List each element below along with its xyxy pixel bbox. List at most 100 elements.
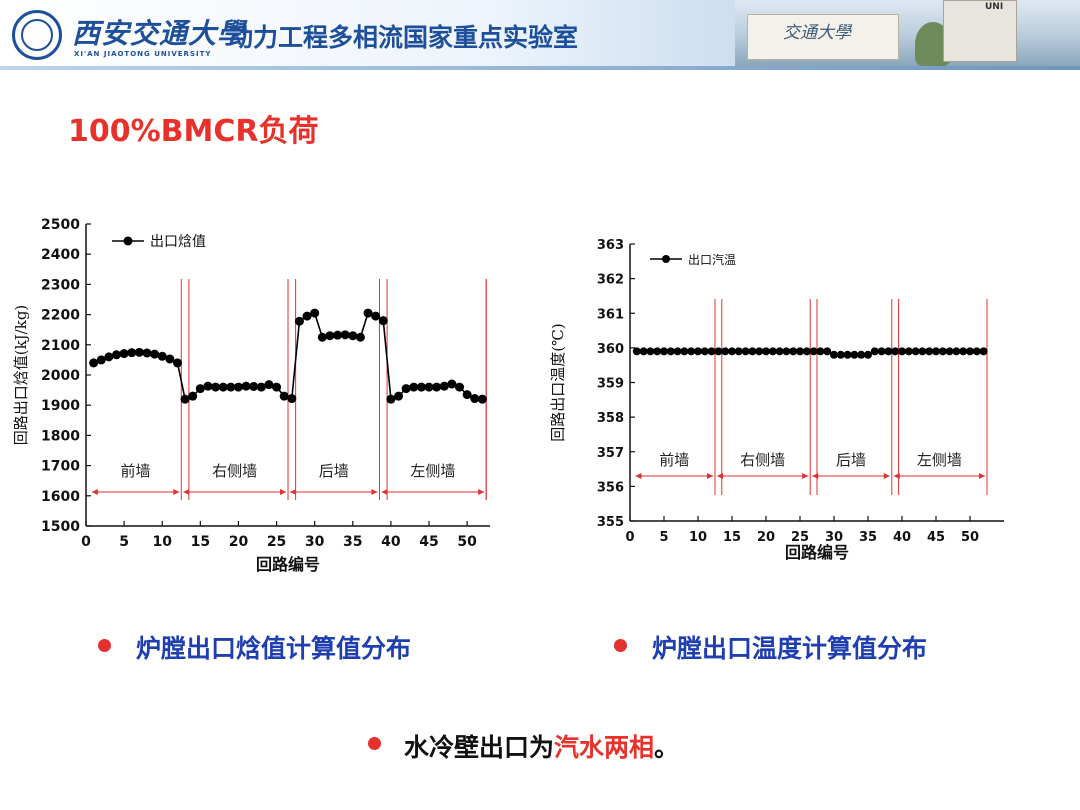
region-label: 前墙 — [659, 451, 689, 469]
data-point — [264, 380, 274, 390]
y-axis-label: 回路出口温度(℃) — [549, 323, 567, 442]
data-point — [653, 347, 662, 356]
y-tick-label: 363 — [597, 238, 624, 253]
data-point — [378, 316, 388, 326]
region-arrow-left-icon — [183, 489, 190, 495]
x-tick-label: 25 — [791, 530, 809, 545]
data-point — [680, 347, 689, 356]
region-arrow-right-icon — [280, 489, 286, 495]
data-point — [294, 316, 304, 326]
x-tick-label: 30 — [825, 530, 843, 545]
data-point — [870, 347, 879, 356]
data-point — [111, 350, 121, 360]
data-point — [782, 347, 791, 356]
data-point — [119, 349, 129, 359]
data-point — [96, 355, 106, 365]
university-logo-icon — [12, 10, 62, 60]
data-point — [455, 382, 465, 392]
caption-enthalpy: 炉膛出口焓值计算值分布 — [136, 634, 412, 663]
x-tick-label: 5 — [119, 534, 129, 550]
x-tick-label: 40 — [893, 530, 911, 545]
legend-marker — [662, 255, 670, 263]
university-name: 西安交通大學 — [72, 17, 247, 50]
y-tick-label: 357 — [597, 446, 624, 461]
data-point — [714, 347, 723, 356]
data-point — [836, 350, 845, 359]
x-tick-label: 45 — [927, 530, 945, 545]
header-divider — [0, 66, 1080, 70]
data-point — [666, 347, 675, 356]
data-point — [843, 350, 852, 359]
region-label: 右侧墙 — [212, 462, 257, 480]
y-axis-label: 回路出口焓值(kJ/kg) — [12, 305, 30, 446]
data-point — [741, 347, 750, 356]
data-point — [700, 347, 709, 356]
data-point — [694, 347, 702, 356]
bullet-dot-icon — [98, 639, 111, 652]
data-point — [918, 347, 927, 356]
region-arrow-right-icon — [707, 473, 713, 479]
region-arrow-left-icon — [381, 489, 388, 495]
data-point — [830, 350, 838, 359]
x-tick-label: 25 — [267, 534, 286, 550]
data-point — [904, 347, 913, 356]
data-point — [755, 347, 764, 356]
x-tick-label: 10 — [689, 530, 707, 545]
data-point — [952, 347, 961, 356]
data-point — [823, 347, 832, 356]
data-point — [89, 358, 99, 368]
data-point — [898, 347, 906, 356]
data-point — [932, 347, 940, 356]
data-point — [272, 382, 282, 392]
data-point — [891, 347, 900, 356]
university-name-en: XI'AN JIAOTONG UNIVERSITY — [74, 50, 212, 58]
data-point — [348, 331, 358, 341]
data-point — [639, 347, 648, 356]
data-point — [195, 384, 205, 394]
y-tick-label: 358 — [597, 411, 624, 426]
x-tick-label: 20 — [229, 534, 249, 550]
y-tick-label: 359 — [597, 377, 624, 392]
campus-gate-text: 交通大學 — [783, 23, 851, 43]
data-point — [775, 347, 784, 356]
region-arrow-right-icon — [371, 489, 378, 495]
data-point — [279, 391, 289, 401]
y-tick-label: 361 — [597, 307, 624, 322]
data-point — [142, 348, 152, 358]
data-point — [172, 358, 182, 368]
campus-pillar-text: UNI — [985, 2, 1004, 12]
x-tick-label: 50 — [457, 534, 477, 550]
data-point — [911, 347, 920, 356]
y-tick-label: 2200 — [41, 308, 80, 324]
x-tick-label: 5 — [659, 530, 668, 545]
data-point — [340, 330, 350, 340]
data-point — [762, 347, 770, 356]
data-point — [789, 347, 798, 356]
data-point — [409, 382, 419, 392]
data-point — [439, 381, 449, 391]
data-point — [721, 347, 730, 356]
data-point — [218, 382, 228, 392]
data-point — [850, 350, 859, 359]
data-point — [386, 394, 396, 404]
data-point — [333, 330, 343, 340]
data-point — [816, 347, 825, 356]
data-point — [325, 331, 335, 341]
x-tick-label: 10 — [152, 534, 172, 550]
data-point — [687, 347, 696, 356]
x-tick-label: 0 — [625, 530, 634, 545]
data-point — [462, 390, 472, 400]
data-point — [796, 347, 804, 356]
data-point — [884, 347, 893, 356]
data-point — [877, 347, 886, 356]
data-point — [180, 394, 190, 404]
data-point — [317, 332, 327, 342]
data-point — [416, 382, 426, 392]
region-arrow-right-icon — [173, 489, 180, 495]
region-label: 左侧墙 — [410, 462, 455, 480]
data-point — [938, 347, 947, 356]
data-point — [134, 347, 144, 357]
x-axis-label: 回路编号 — [256, 555, 320, 574]
data-point — [157, 351, 167, 361]
